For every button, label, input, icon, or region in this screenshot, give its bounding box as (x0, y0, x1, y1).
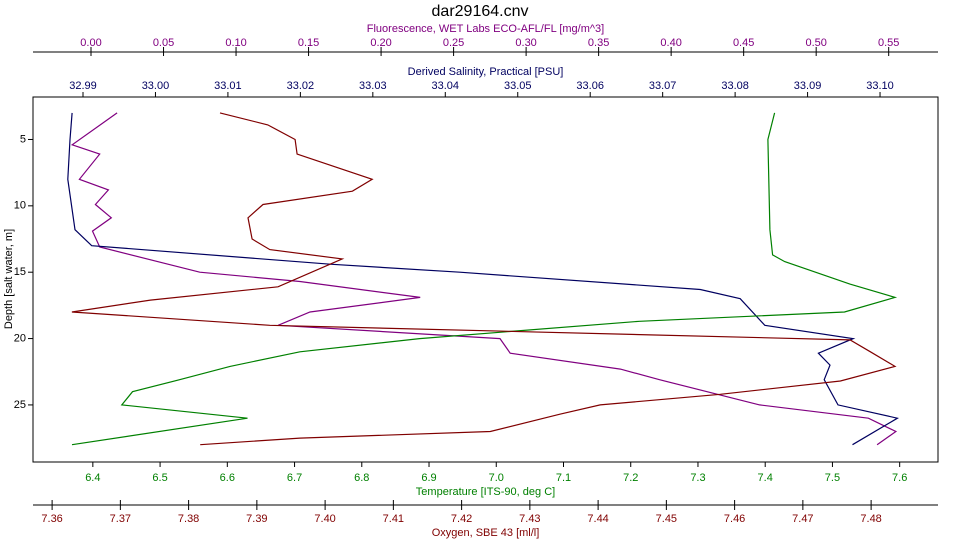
chart-title: dar29164.cnv (432, 3, 529, 20)
y-tick-label: 5 (20, 133, 26, 145)
x-axis-label: Oxygen, SBE 43 [ml/l] (432, 527, 540, 539)
x-tick-label: 0.05 (153, 37, 174, 49)
x-tick-label: 0.00 (80, 37, 101, 49)
x-tick-label: 7.42 (451, 513, 472, 525)
x-tick-label: 33.07 (649, 80, 677, 92)
x-tick-label: 6.7 (287, 472, 302, 484)
x-tick-label: 7.6 (892, 472, 907, 484)
x-tick-label: 0.50 (805, 37, 826, 49)
x-tick-label: 7.43 (519, 513, 540, 525)
data-line (67, 112, 900, 446)
x-tick-label: 33.00 (142, 80, 170, 92)
x-tick-label: 7.4 (758, 472, 773, 484)
x-tick-label: 33.04 (432, 80, 460, 92)
x-tick-label: 7.46 (724, 513, 745, 525)
x-tick-label: 33.01 (214, 80, 242, 92)
data-line (70, 112, 898, 446)
x-tick-label: 6.4 (85, 472, 100, 484)
x-tick-label: 0.20 (370, 37, 391, 49)
x-axis-label: Derived Salinity, Practical [PSU] (408, 66, 564, 78)
x-tick-label: 0.45 (733, 37, 754, 49)
x-tick-label: 7.47 (792, 513, 813, 525)
x-axis-label: Fluorescence, WET Labs ECO-AFL/FL [mg/m^… (367, 23, 604, 35)
data-line (71, 112, 898, 446)
x-tick-label: 33.05 (504, 80, 532, 92)
x-tick-label: 7.1 (556, 472, 571, 484)
x-tick-label: 0.10 (225, 37, 246, 49)
x-tick-label: 7.45 (656, 513, 677, 525)
x-tick-label: 7.39 (246, 513, 267, 525)
x-tick-label: 0.30 (515, 37, 536, 49)
x-tick-label: 7.40 (314, 513, 335, 525)
x-tick-label: 6.6 (220, 472, 235, 484)
y-tick-label: 10 (14, 200, 26, 212)
x-tick-label: 7.36 (41, 513, 62, 525)
x-tick-label: 7.0 (489, 472, 504, 484)
y-tick-label: 25 (14, 399, 26, 411)
x-tick-label: 0.25 (443, 37, 464, 49)
x-tick-label: 7.48 (860, 513, 881, 525)
x-tick-label: 0.55 (878, 37, 899, 49)
x-tick-label: 6.8 (354, 472, 369, 484)
x-tick-label: 33.10 (866, 80, 894, 92)
x-tick-label: 7.38 (178, 513, 199, 525)
x-tick-label: 6.5 (152, 472, 167, 484)
x-tick-label: 33.06 (576, 80, 604, 92)
x-tick-label: 33.02 (287, 80, 315, 92)
x-tick-label: 0.15 (298, 37, 319, 49)
x-tick-label: 7.44 (587, 513, 608, 525)
x-tick-label: 33.09 (794, 80, 822, 92)
x-tick-label: 6.9 (421, 472, 436, 484)
y-tick-label: 15 (14, 266, 26, 278)
x-tick-label: 7.41 (383, 513, 404, 525)
data-line (71, 112, 897, 446)
y-tick-label: 20 (14, 332, 26, 344)
y-axis-label: Depth [salt water, m] (3, 229, 15, 329)
x-axis-label: Temperature [ITS-90, deg C] (416, 486, 555, 498)
x-tick-label: 7.2 (623, 472, 638, 484)
x-tick-label: 0.35 (588, 37, 609, 49)
x-tick-label: 7.37 (110, 513, 131, 525)
x-tick-label: 33.08 (721, 80, 749, 92)
x-tick-label: 33.03 (359, 80, 387, 92)
x-tick-label: 32.99 (69, 80, 97, 92)
plot-area (32, 96, 939, 463)
x-tick-label: 7.3 (690, 472, 705, 484)
x-tick-label: 0.40 (660, 37, 681, 49)
x-tick-label: 7.5 (825, 472, 840, 484)
